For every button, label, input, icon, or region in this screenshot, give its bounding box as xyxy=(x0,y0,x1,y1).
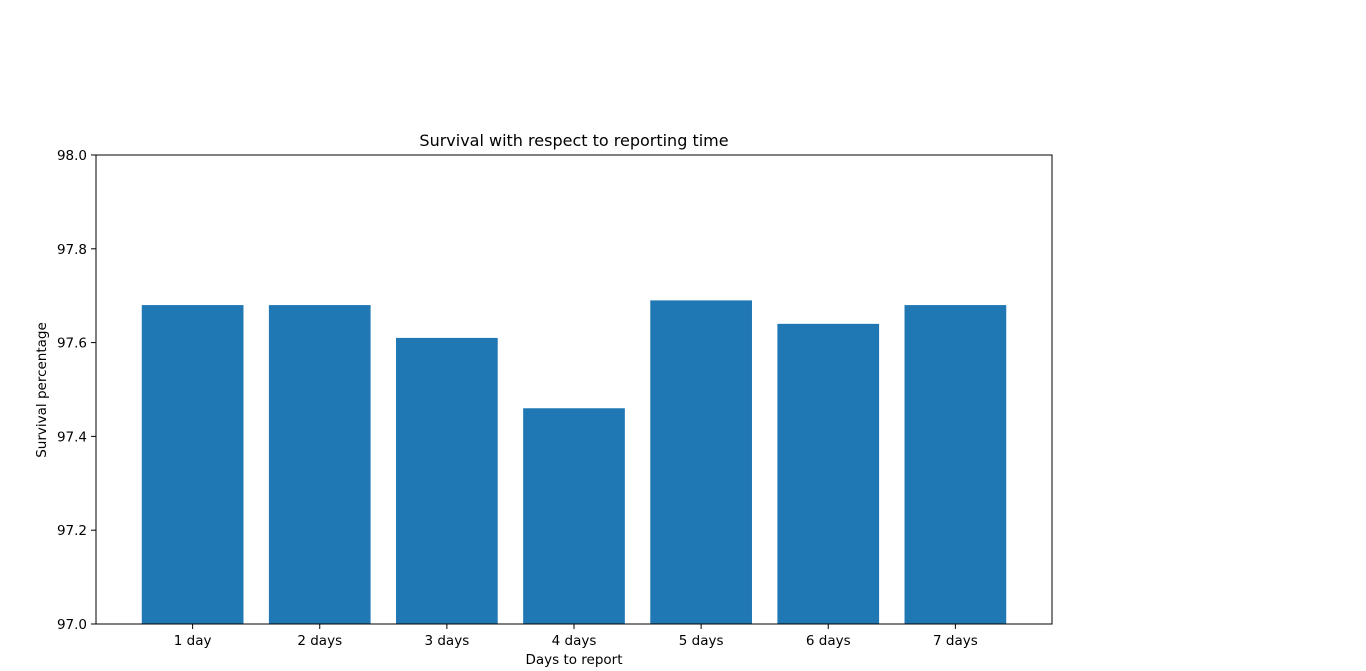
x-tick-label: 2 days xyxy=(297,633,342,649)
bar-3 xyxy=(396,337,498,624)
plot-frame xyxy=(95,154,1053,625)
y-tick-label: 97.0 xyxy=(57,617,87,633)
bar-4 xyxy=(523,408,625,624)
bars-group xyxy=(141,300,1007,624)
y-tick-label: 97.8 xyxy=(57,242,87,258)
bar-5 xyxy=(650,300,752,624)
y-tick-label: 97.2 xyxy=(57,523,87,539)
x-tick-label: 1 day xyxy=(174,633,212,649)
y-tick-label: 98.0 xyxy=(57,148,87,164)
bar-7 xyxy=(904,305,1007,624)
bar-2 xyxy=(268,305,371,624)
x-tick-label: 4 days xyxy=(552,633,597,649)
x-axis-ticks: 1 day 2 days 3 days 4 days 5 days 6 days 7 day… xyxy=(174,624,978,649)
chart-title: Survival with respect to reporting time xyxy=(419,131,728,150)
y-axis-label: Survival percentage xyxy=(34,322,50,458)
x-axis-label: Days to report xyxy=(525,652,622,668)
bar-6 xyxy=(777,323,880,624)
y-tick-label: 97.6 xyxy=(57,336,87,352)
x-tick-label: 5 days xyxy=(679,633,724,649)
x-tick-label: 3 days xyxy=(424,633,469,649)
x-tick-label: 6 days xyxy=(806,633,851,649)
bar-1 xyxy=(141,305,244,624)
x-tick-label: 7 days xyxy=(933,633,978,649)
y-tick-label: 97.4 xyxy=(57,429,87,445)
y-axis-ticks: 97.0 97.2 97.4 97.6 97.8 98.0 xyxy=(57,148,96,633)
